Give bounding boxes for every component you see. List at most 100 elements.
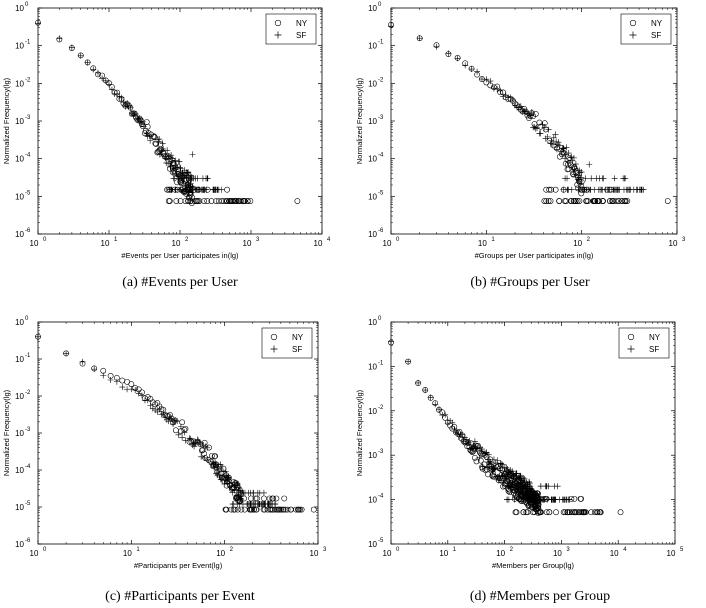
series-SF	[35, 333, 279, 508]
caption-c: (c) #Participants per Event	[105, 589, 255, 604]
data-point-SF	[156, 151, 163, 158]
y-tick-exponent: -3	[25, 115, 31, 121]
data-point-SF	[234, 480, 241, 487]
x-tick-label: 10	[314, 239, 323, 248]
data-point-NY	[204, 198, 211, 204]
data-point-SF	[422, 387, 429, 394]
x-axis-label: #Participants per Event(lg)	[134, 561, 223, 570]
data-point-SF	[90, 66, 97, 73]
data-point-NY	[530, 509, 536, 516]
data-point-SF	[194, 436, 201, 443]
data-point-NY	[141, 130, 148, 137]
data-point-SF	[189, 151, 196, 158]
data-point-SF	[175, 431, 182, 438]
data-point-SF	[122, 103, 129, 110]
data-point-NY	[543, 509, 550, 516]
y-tick-label: 10	[368, 79, 377, 88]
data-point-SF	[500, 93, 507, 100]
data-point-SF	[214, 463, 221, 470]
data-point-SF	[577, 180, 584, 187]
data-point-SF	[487, 459, 494, 466]
data-point-SF	[555, 139, 562, 146]
y-tick-exponent: -5	[378, 190, 384, 196]
x-tick-exponent: 1	[491, 237, 495, 243]
data-point-SF	[498, 460, 505, 467]
data-point-SF	[481, 450, 488, 457]
data-point-SF	[432, 401, 439, 408]
data-point-SF	[445, 50, 452, 57]
data-point-NY	[594, 509, 601, 516]
legend-marker-circle	[274, 19, 282, 27]
x-tick-exponent: 2	[185, 237, 189, 243]
data-point-NY	[552, 186, 559, 193]
data-point-NY	[563, 198, 569, 204]
data-point-NY	[572, 198, 579, 204]
x-tick-label: 10	[478, 239, 487, 248]
chart-a-svg: 10 0 10 1 10 2 10 3 10 410 -610 -510 -410 -310 -210 -11…	[2, 2, 331, 260]
data-point-SF	[211, 186, 218, 193]
data-point-SF	[174, 163, 181, 170]
data-point-SF	[468, 66, 475, 73]
data-point-SF	[95, 69, 102, 76]
data-point-SF	[108, 86, 115, 93]
x-axis-label: #Groups per User participates in(lg)	[475, 251, 594, 260]
data-point-SF	[495, 477, 502, 484]
legend: NY SF	[618, 327, 670, 359]
data-point-SF	[198, 453, 205, 460]
data-point-SF	[449, 419, 456, 426]
data-point-NY	[240, 198, 246, 204]
x-tick-label: 10	[553, 549, 562, 558]
data-point-SF	[541, 124, 548, 131]
data-point-SF	[624, 186, 631, 193]
legend-marker-circle	[629, 19, 637, 27]
data-point-NY	[215, 198, 222, 204]
data-point-NY	[151, 134, 158, 141]
data-point-NY	[201, 198, 207, 204]
data-point-NY	[560, 509, 567, 516]
data-point-SF	[436, 406, 443, 413]
legend-marker-plus	[627, 345, 635, 353]
data-point-SF	[526, 479, 533, 486]
data-point-NY	[282, 506, 289, 513]
data-point-SF	[504, 496, 511, 503]
data-point-SF	[572, 161, 579, 168]
y-tick-exponent: -2	[378, 405, 384, 411]
data-point-SF	[527, 112, 534, 119]
legend-box	[620, 13, 672, 45]
data-point-SF	[620, 175, 627, 182]
data-point-NY	[310, 506, 317, 513]
y-tick-label: 10	[15, 429, 24, 438]
data-point-SF	[163, 416, 170, 423]
data-point-SF	[99, 75, 106, 82]
y-tick-exponent: -6	[25, 228, 31, 234]
data-point-SF	[144, 133, 151, 140]
x-tick-exponent: 3	[566, 547, 570, 553]
legend-label-SF: SF	[649, 345, 659, 354]
data-point-SF	[191, 439, 198, 446]
series-NY	[388, 21, 671, 204]
data-point-SF	[499, 461, 506, 468]
data-point-NY	[177, 198, 184, 204]
y-tick-label: 10	[368, 540, 377, 549]
y-tick-exponent: -4	[378, 153, 384, 159]
data-point-SF	[571, 166, 578, 173]
legend-marker-plus	[274, 31, 282, 39]
data-point-SF	[543, 483, 550, 490]
data-point-SF	[177, 186, 184, 193]
data-point-SF	[486, 458, 493, 465]
x-tick-label: 10	[30, 239, 39, 248]
caption-b: (b) #Groups per User	[470, 275, 590, 290]
legend-marker-plus	[270, 345, 278, 353]
data-point-SF	[563, 496, 570, 503]
data-point-SF	[528, 497, 535, 504]
y-tick-exponent: -6	[25, 538, 31, 544]
data-point-SF	[218, 476, 225, 483]
data-point-NY	[556, 198, 562, 204]
data-point-SF	[531, 124, 538, 131]
data-point-NY	[472, 454, 478, 461]
data-point-SF	[571, 171, 578, 178]
x-tick-exponent: 0	[396, 547, 400, 553]
data-point-SF	[578, 169, 585, 176]
data-point-SF	[454, 430, 461, 437]
data-point-SF	[544, 133, 551, 140]
